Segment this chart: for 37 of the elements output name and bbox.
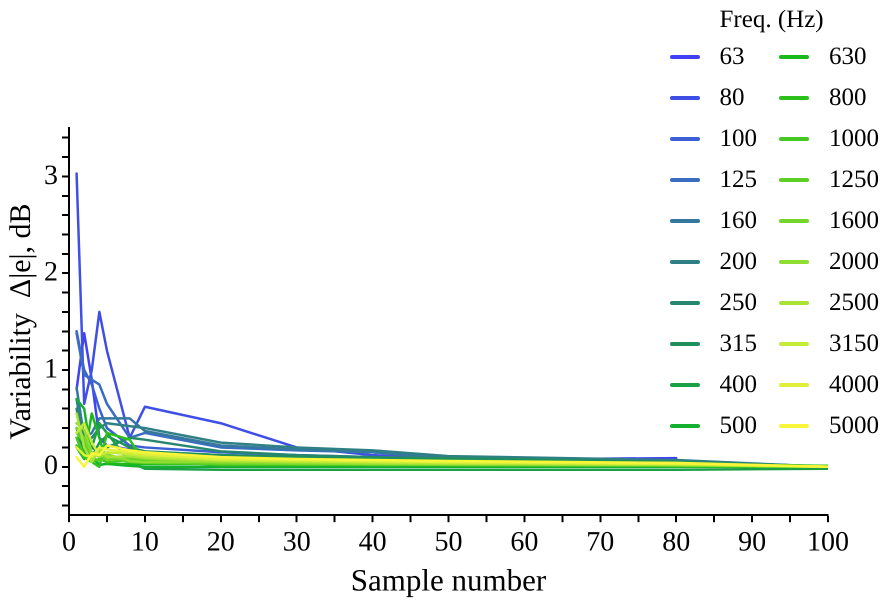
legend-label: 2500: [829, 288, 879, 316]
x-tick-label: 50: [434, 526, 462, 558]
x-axis-title: Sample number: [350, 562, 547, 598]
x-tick-label: 80: [662, 526, 690, 558]
x-tick-label: 30: [282, 526, 311, 558]
legend-label: 1250: [829, 166, 879, 194]
legend-label: 4000: [829, 370, 879, 398]
x-tick-label: 90: [738, 526, 766, 558]
legend-label: 630: [829, 42, 866, 70]
x-tick-label: 10: [130, 526, 159, 558]
legend-label: 63: [720, 42, 744, 70]
legend-label: 400: [720, 370, 757, 398]
y-tick-label: 2: [44, 256, 58, 288]
x-tick-label: 100: [807, 526, 849, 558]
y-tick-label: 3: [44, 160, 58, 191]
y-tick-label: 1: [44, 353, 58, 384]
legend-label: 125: [720, 166, 757, 194]
x-tick-label: 40: [358, 526, 387, 558]
legend-label: 2000: [829, 248, 879, 276]
legend-label: 800: [829, 84, 866, 112]
legend-label: 5000: [829, 412, 879, 440]
x-tick-label: 60: [510, 526, 538, 558]
legend-label: 1000: [829, 124, 879, 152]
legend-label: 160: [720, 206, 757, 234]
legend-label: 1600: [829, 206, 879, 234]
legend-label: 80: [720, 84, 744, 112]
y-axis-title: Variability Δ|e|, dB: [4, 203, 37, 440]
legend-label: 250: [720, 288, 757, 316]
x-tick-label: 20: [206, 526, 235, 558]
legend-label: 315: [720, 330, 757, 358]
y-tick-label: 0: [44, 450, 58, 482]
legend-label: 200: [720, 248, 757, 276]
legend-label: 100: [720, 124, 757, 152]
legend-title: Freq. (Hz): [718, 6, 825, 34]
legend-label: 500: [720, 412, 757, 440]
legend-label: 3150: [829, 330, 879, 358]
x-tick-label: 70: [586, 526, 614, 558]
